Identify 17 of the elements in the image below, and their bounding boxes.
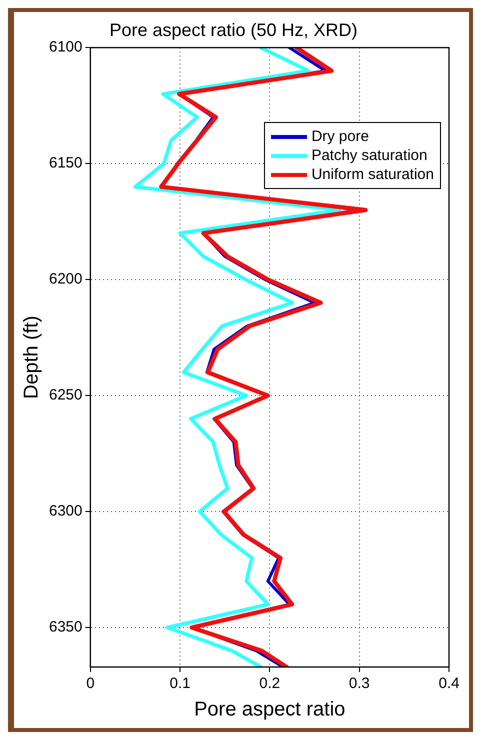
x-axis-title: Pore aspect ratio	[194, 698, 346, 721]
legend-label: Dry pore	[311, 128, 369, 145]
y-tick-label: 6200	[48, 270, 82, 288]
x-tick-label: 0.3	[348, 675, 370, 692]
x-tick-label: 0.2	[259, 675, 280, 692]
chart-title: Pore aspect ratio (50 Hz, XRD)	[109, 20, 358, 40]
x-tick-label: 0	[86, 675, 95, 692]
legend-label: Patchy saturation	[311, 147, 428, 164]
x-tick-label: 0.4	[438, 675, 460, 692]
x-tick-label: 0.1	[170, 675, 190, 692]
y-tick-label: 6350	[48, 618, 82, 636]
y-tick-label: 6250	[48, 386, 82, 404]
y-tick-label: 6150	[48, 154, 82, 172]
y-tick-label: 6100	[48, 38, 82, 56]
legend-label: Uniform saturation	[311, 166, 434, 183]
y-axis-title: Depth (ft)	[20, 316, 43, 399]
y-tick-label: 6300	[48, 502, 82, 520]
